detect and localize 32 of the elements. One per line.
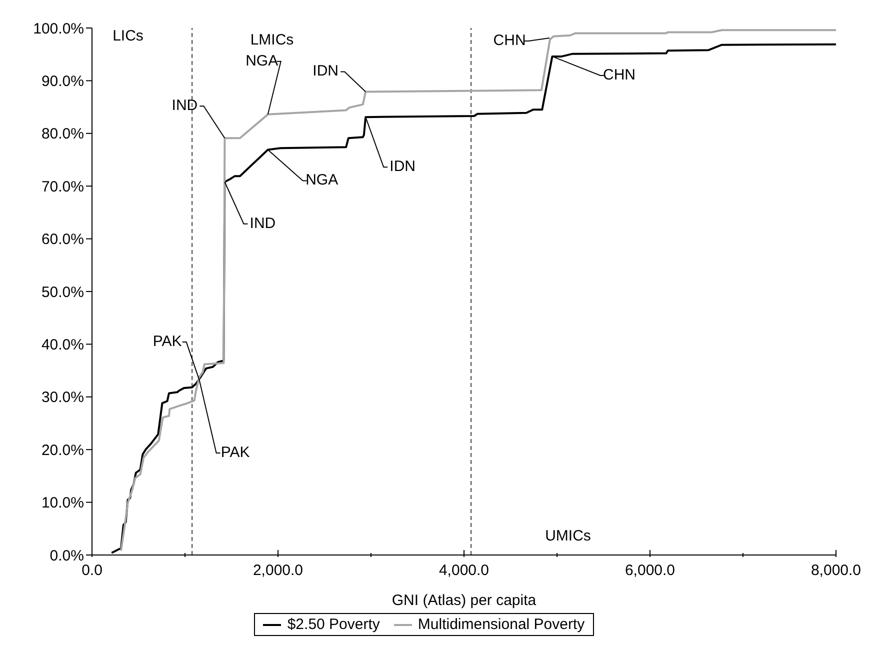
x-tick-label: 0.0: [82, 562, 102, 579]
y-tick-label: 100.0%: [33, 20, 84, 38]
annotation: CHN: [603, 66, 636, 84]
x-tick-label: 2,000.0: [252, 562, 304, 579]
annotation: PAK: [152, 333, 182, 350]
y-tick-label: 80.0%: [41, 126, 84, 143]
annotation: IND: [250, 214, 276, 232]
y-tick-label: 20.0%: [41, 442, 84, 459]
annotation: NGA: [246, 52, 278, 70]
annotation: IND: [172, 97, 198, 114]
annotation: NGA: [306, 172, 338, 189]
legend-label: Multidimensional Poverty: [416, 616, 585, 633]
y-tick-label: 40.0%: [41, 336, 84, 354]
annotation: LMICs: [250, 32, 294, 48]
y-tick-label: 50.0%: [41, 284, 84, 301]
annotation: UMICs: [545, 528, 591, 544]
legend-label: $2.50 Poverty: [286, 616, 380, 633]
x-axis-title: GNI (Atlas) per capita: [392, 592, 537, 609]
y-tick-label: 60.0%: [41, 231, 84, 248]
y-tick-label: 10.0%: [41, 494, 84, 512]
annotation: IDN: [390, 158, 416, 176]
annotation: LICs: [112, 28, 144, 44]
annotation: IDN: [312, 62, 339, 80]
y-tick-label: 0.0%: [50, 547, 84, 564]
annotation: PAK: [220, 444, 250, 462]
x-tick-label: 8,000.0: [810, 562, 862, 579]
y-tick-label: 70.0%: [41, 178, 84, 196]
annotation: CHN: [493, 32, 526, 49]
x-tick-label: 4,000.0: [438, 562, 490, 579]
x-tick-label: 6,000.0: [624, 562, 676, 579]
y-tick-label: 30.0%: [41, 389, 84, 406]
y-tick-label: 90.0%: [41, 73, 84, 90]
